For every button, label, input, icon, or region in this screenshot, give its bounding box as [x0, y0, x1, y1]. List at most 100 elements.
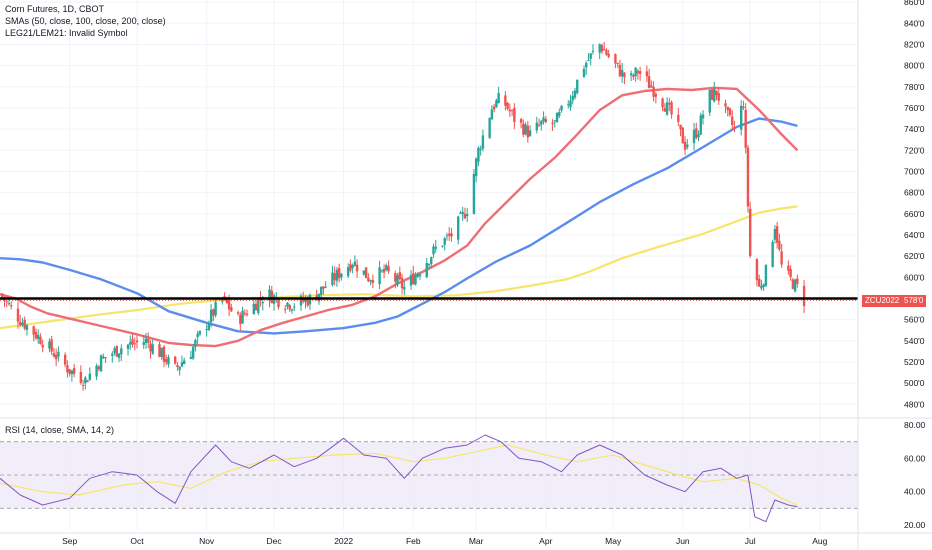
- candle-body-50: [158, 344, 161, 358]
- candle-body-69: [214, 302, 217, 316]
- candle-body-206: [647, 76, 651, 89]
- candle-body-203: [636, 70, 640, 74]
- candle-body-86: [270, 290, 273, 304]
- candle-body-118: [369, 280, 372, 282]
- candle-body-116: [364, 267, 368, 279]
- candle-body-244: [764, 265, 768, 286]
- candle-body-9: [25, 325, 29, 330]
- sma-100-path: [0, 117, 798, 335]
- candle-body-119: [371, 279, 375, 283]
- legend-smas: SMAs (50, close, 100, close, 200, close): [5, 16, 166, 26]
- candle-body-233: [731, 116, 734, 125]
- candle-body-126: [396, 275, 399, 285]
- candle-body-150: [472, 173, 476, 214]
- candle-body-41: [129, 342, 132, 345]
- candle-body-54: [167, 357, 170, 365]
- price-badge: 578'0: [901, 294, 927, 307]
- legend-title: Corn Futures, 1D, CBOT: [5, 4, 105, 14]
- support-line[interactable]: [0, 297, 858, 301]
- candle-body-106: [333, 273, 336, 281]
- candle-body-17: [52, 353, 56, 357]
- candle-body-161: [506, 102, 509, 109]
- candle-body-225: [708, 90, 711, 113]
- candle-body-107: [335, 269, 339, 281]
- candle-body-104: [324, 286, 327, 288]
- time-tick-10: Jul: [745, 536, 756, 546]
- candle-body-27: [84, 377, 87, 384]
- candle-body-238: [746, 147, 750, 207]
- candle-body-7: [21, 322, 24, 325]
- candle-body-229: [717, 93, 720, 101]
- candle-body-72: [225, 297, 229, 303]
- candle-body-132: [414, 275, 417, 285]
- candle-body-75: [236, 312, 240, 314]
- candle-body-205: [645, 71, 649, 77]
- candle-body-103: [322, 286, 325, 289]
- time-tick-0: Sep: [62, 536, 77, 546]
- candle-body-199: [623, 72, 626, 78]
- candle-body-154: [481, 135, 485, 149]
- candle-body-165: [519, 119, 523, 123]
- candle-body-201: [632, 75, 635, 77]
- candle-body-175: [551, 122, 554, 124]
- candle-body-23: [70, 370, 74, 375]
- candle-body-209: [654, 93, 658, 97]
- price-tick-10: 660'0: [904, 209, 925, 219]
- candle-body-46: [144, 338, 148, 343]
- candle-body-160: [504, 95, 507, 106]
- candle-body-24: [72, 368, 76, 374]
- candle-body-236: [742, 106, 745, 109]
- candle-body-137: [430, 257, 433, 264]
- candle-body-181: [569, 100, 572, 108]
- candle-body-53: [165, 359, 168, 363]
- candle-body-135: [425, 263, 428, 278]
- rsi-path: [0, 434, 798, 523]
- candle-body-4: [10, 305, 13, 307]
- candle-body-164: [513, 107, 516, 122]
- candle-body-78: [243, 312, 247, 314]
- candle-body-216: [679, 124, 682, 130]
- candle-body-124: [387, 266, 390, 272]
- candle-body-215: [677, 114, 680, 122]
- candle-body-253: [793, 279, 797, 292]
- candle-body-105: [331, 272, 334, 285]
- candle-body-240: [755, 259, 759, 281]
- candle-body-183: [573, 90, 577, 98]
- rsi-legend: RSI (14, close, SMA, 14, 2): [5, 425, 115, 435]
- candle-body-21: [66, 365, 69, 373]
- candle-body-74: [230, 307, 233, 312]
- candle-body-186: [585, 62, 588, 68]
- candle-body-51: [160, 347, 163, 357]
- candle-body-152: [477, 147, 480, 162]
- candle-body-177: [555, 113, 559, 123]
- candle-body-127: [398, 272, 402, 280]
- candle-body-22: [68, 369, 71, 374]
- candle-body-234: [733, 126, 736, 128]
- candle-body-52: [162, 346, 166, 362]
- candle-body-85: [268, 289, 271, 301]
- price-tick-11: 640'0: [904, 230, 925, 240]
- candle-body-80: [252, 303, 256, 314]
- candle-body-13: [39, 336, 42, 345]
- candle-body-247: [775, 226, 779, 243]
- candle-body-30: [95, 365, 98, 377]
- candle-body-211: [663, 108, 667, 112]
- candle-body-15: [48, 341, 51, 349]
- candle-body-187: [587, 59, 590, 61]
- candle-body-193: [605, 50, 608, 55]
- candle-body-196: [616, 62, 619, 64]
- candle-body-179: [560, 105, 563, 111]
- candle-body-16: [50, 339, 53, 352]
- price-tick-19: 480'0: [904, 399, 925, 409]
- candle-body-140: [441, 245, 444, 247]
- candle-body-38: [117, 353, 121, 358]
- candle-body-56: [176, 365, 179, 368]
- candle-body-42: [131, 339, 134, 345]
- rsi-tick-0: 80.00: [904, 420, 926, 430]
- candle-body-79: [245, 313, 249, 315]
- candle-body-218: [683, 141, 687, 150]
- time-tick-2: Nov: [199, 536, 215, 546]
- candle-body-228: [715, 90, 718, 96]
- candle-body-110: [346, 267, 350, 277]
